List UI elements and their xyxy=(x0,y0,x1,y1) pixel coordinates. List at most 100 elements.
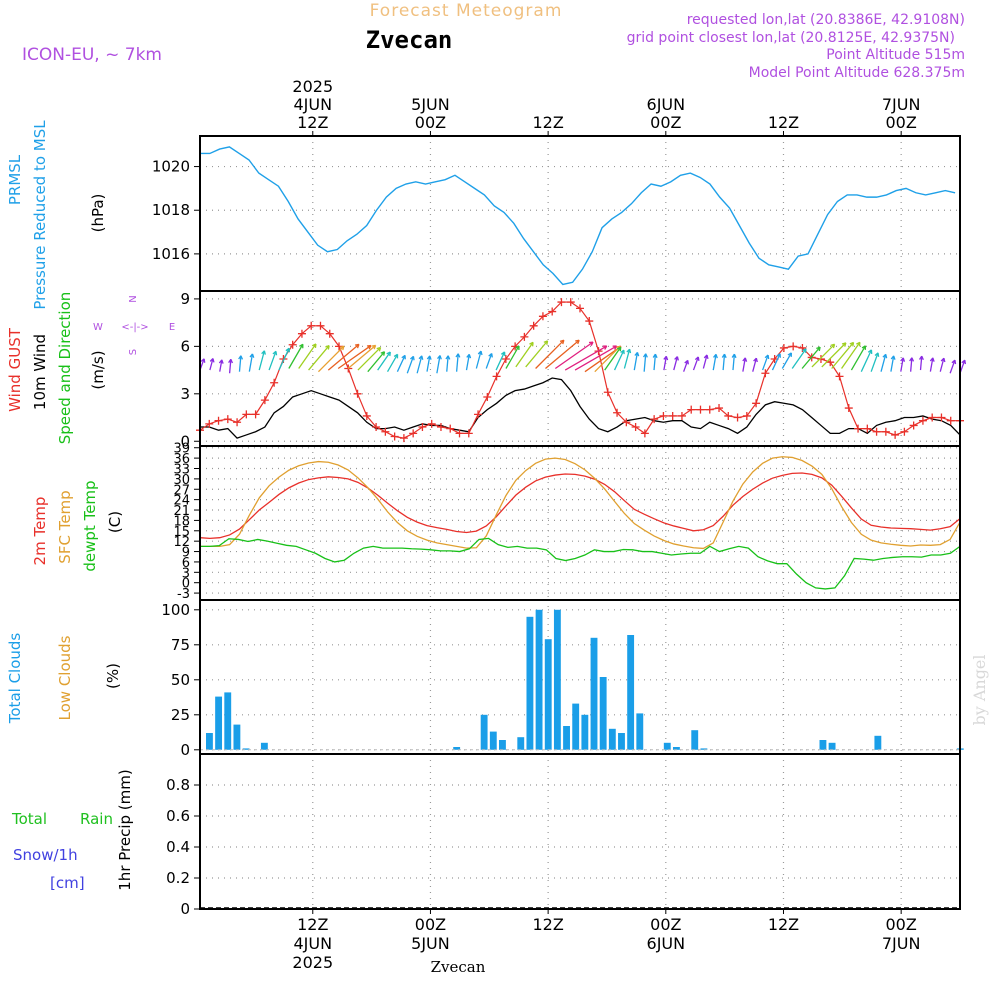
y-tick-label: 1020 xyxy=(152,158,190,176)
wind-arrow xyxy=(248,353,254,372)
wind-arrow-head xyxy=(366,344,372,350)
wind-arrow xyxy=(742,357,746,372)
wind-arrow xyxy=(258,350,266,371)
wind-arrow-head xyxy=(742,357,748,362)
wind-arrow xyxy=(396,355,406,372)
wind-arrow-head xyxy=(238,355,244,360)
wind-arrow-head xyxy=(776,353,781,358)
gust-marker xyxy=(520,332,529,341)
y-tick-label: 24 xyxy=(173,494,190,509)
wind-arrow-head xyxy=(626,348,632,354)
wind-arrow-head xyxy=(376,346,382,352)
wind-arrow-head xyxy=(951,359,957,365)
gust-marker xyxy=(622,418,631,427)
cloud-bar xyxy=(581,714,589,750)
gust-marker xyxy=(436,423,445,432)
wind-arrow-head xyxy=(918,355,924,361)
wind-arrow-head xyxy=(841,342,847,347)
gust-marker xyxy=(446,424,455,433)
cloud-bar xyxy=(517,737,525,750)
time-label-bottom: 12Z xyxy=(297,915,328,934)
gust-label: Wind GUST xyxy=(6,327,24,412)
y-tick-label: 0.4 xyxy=(166,838,190,856)
gust-marker xyxy=(483,392,492,401)
low-clouds-label: Low Clouds xyxy=(56,635,74,720)
wind-arrow xyxy=(949,359,956,374)
wind-arrow xyxy=(347,344,377,369)
gust-marker xyxy=(381,427,390,436)
wind-arrow-head xyxy=(426,355,432,360)
pressure-line xyxy=(200,146,956,286)
cloud-bar xyxy=(691,730,699,750)
time-label-top: 12Z xyxy=(768,113,799,132)
t2m-line xyxy=(199,472,961,540)
wind-arrow xyxy=(663,356,667,371)
y-tick-label: 3 xyxy=(182,566,190,581)
wind-arrow xyxy=(702,354,708,369)
wind-arrow xyxy=(604,346,622,371)
time-label-bottom: 5JUN xyxy=(411,934,450,953)
gust-marker xyxy=(779,343,788,352)
wind-arrow-head xyxy=(543,340,549,345)
wind-arrow-head xyxy=(861,345,867,350)
gust-marker xyxy=(399,434,408,443)
wind-arrow xyxy=(554,341,594,370)
gust-marker xyxy=(631,423,640,432)
gust-marker xyxy=(538,312,547,321)
time-label-top: 00Z xyxy=(885,113,916,132)
wind-arrow-head xyxy=(418,355,424,360)
cloud-bar xyxy=(242,748,250,750)
y-tick-label: 36 xyxy=(173,452,190,467)
y-tick-label: 18 xyxy=(173,514,190,529)
wind-arrow xyxy=(475,350,482,369)
wind-arrow-head xyxy=(325,344,330,350)
wind-arrow-head xyxy=(477,350,483,356)
time-label-bottom: 7JUN xyxy=(882,934,921,953)
wind-arrow xyxy=(781,352,792,369)
wind-panel-frame xyxy=(199,290,961,447)
wind-arrow-head xyxy=(209,358,215,363)
gust-marker xyxy=(900,427,909,436)
wind-arrow xyxy=(752,357,757,372)
wind-arrow-head xyxy=(529,341,534,347)
gust-marker xyxy=(640,429,649,438)
prmsl-label: PRMSL xyxy=(6,154,24,205)
gust-marker xyxy=(214,416,223,425)
wind-arrow xyxy=(564,345,608,371)
gust-marker xyxy=(501,355,510,364)
pressure-label: Pressure Reduced to MSL xyxy=(31,120,49,310)
wind-arrow-head xyxy=(354,343,360,349)
total-label: Total xyxy=(11,810,47,828)
gust-marker xyxy=(854,424,863,433)
wind-arrow-head xyxy=(575,339,580,345)
wind-arrow-head xyxy=(802,348,807,353)
wind-arrow xyxy=(308,345,330,371)
wind-arrow-head xyxy=(437,355,442,360)
cloud-bar xyxy=(636,713,644,750)
wind-arrow-head xyxy=(515,345,520,350)
wind-arrow xyxy=(910,357,913,372)
time-label-bottom: 4JUN xyxy=(293,934,332,953)
wind-arrow xyxy=(900,357,904,372)
wind-arrow xyxy=(535,339,565,369)
gust-marker xyxy=(863,424,872,433)
wind-arrow-head xyxy=(620,349,625,355)
wind-arrow-head xyxy=(312,343,317,348)
wind-arrow xyxy=(870,352,879,372)
y-tick-label: 1018 xyxy=(152,201,190,219)
wind-arrow-head xyxy=(200,358,206,363)
wind-arrow-head xyxy=(961,359,967,365)
precip-panel-frame xyxy=(199,753,961,910)
cloud-bar xyxy=(480,714,488,750)
gust-marker xyxy=(603,388,612,397)
gust-marker xyxy=(918,416,927,425)
clouds-unit: (%) xyxy=(104,663,122,689)
gust-marker xyxy=(548,307,557,316)
cloud-bar xyxy=(453,747,461,750)
requested-coords: requested lon,lat (20.8386E, 42.9108N) xyxy=(687,12,965,28)
wind-arrow xyxy=(761,354,769,371)
gust-marker xyxy=(242,410,251,419)
y-tick-label: 9 xyxy=(182,546,190,561)
wind-arrow-head xyxy=(816,346,821,352)
